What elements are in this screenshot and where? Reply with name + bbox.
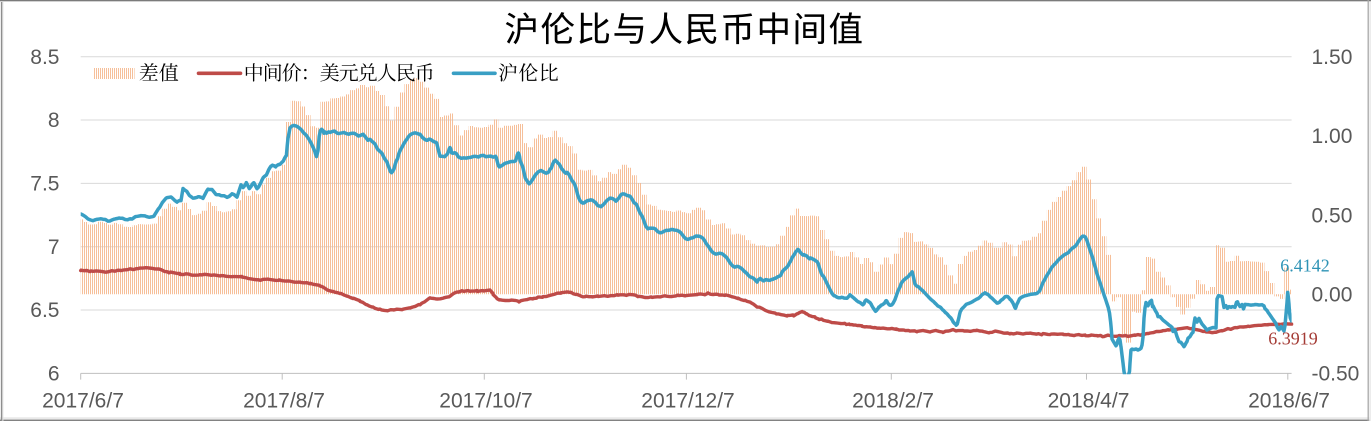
svg-text:8.5: 8.5 [30, 46, 59, 69]
svg-text:-0.50: -0.50 [1312, 363, 1360, 386]
svg-text:2017/12/7: 2017/12/7 [641, 390, 734, 413]
svg-text:6.4142: 6.4142 [1280, 256, 1330, 276]
svg-text:2018/6/7: 2018/6/7 [1248, 390, 1330, 413]
svg-text:7: 7 [48, 236, 60, 259]
svg-text:2017/10/7: 2017/10/7 [439, 390, 532, 413]
svg-text:6.3919: 6.3919 [1268, 329, 1318, 349]
svg-text:8: 8 [48, 109, 60, 132]
svg-text:6.5: 6.5 [30, 299, 59, 322]
svg-text:1.00: 1.00 [1312, 125, 1353, 148]
svg-text:6: 6 [48, 363, 60, 386]
svg-text:2018/4/7: 2018/4/7 [1048, 390, 1130, 413]
svg-text:0.00: 0.00 [1312, 284, 1353, 307]
svg-text:1.50: 1.50 [1312, 46, 1353, 69]
svg-text:2017/6/7: 2017/6/7 [42, 390, 124, 413]
svg-text:2018/2/7: 2018/2/7 [852, 390, 934, 413]
svg-text:2017/8/7: 2017/8/7 [243, 390, 325, 413]
svg-text:0.50: 0.50 [1312, 204, 1353, 227]
svg-text:7.5: 7.5 [30, 173, 59, 196]
